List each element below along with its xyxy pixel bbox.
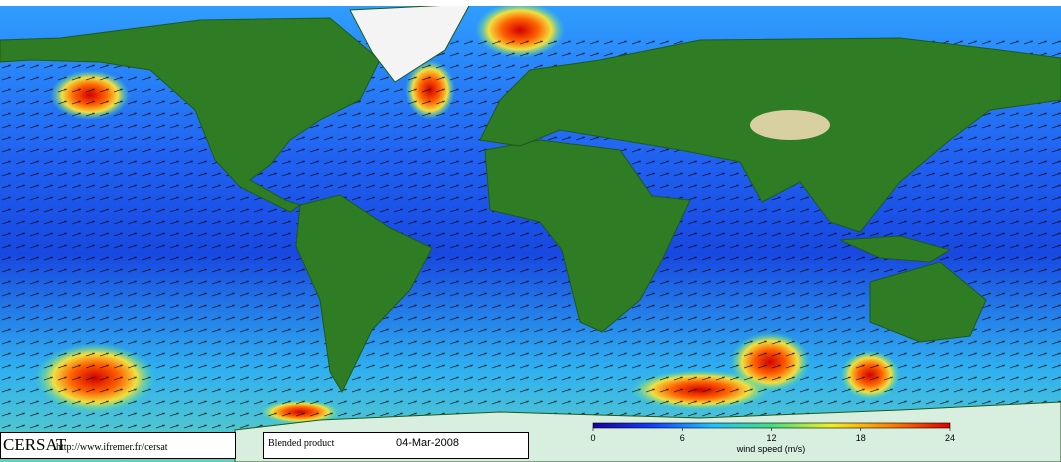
colorbar-tick-label: 24 (945, 433, 955, 443)
footer: CERSAT http://www.ifremer.fr/cersat Blen… (0, 432, 529, 459)
logo-box (0, 432, 236, 459)
plateau (750, 110, 830, 140)
colorbar-scale (592, 422, 951, 429)
colorbar-tick-label: 18 (856, 433, 866, 443)
product-box (263, 432, 529, 459)
top-edge (0, 0, 1061, 6)
product: Blended product (268, 438, 335, 449)
colorbar-label: wind speed (m/s) (736, 444, 806, 454)
colorbar-tick-label: 0 (590, 433, 595, 443)
date: 04-Mar-2008 (396, 437, 459, 449)
colorbar-tick-label: 12 (766, 433, 776, 443)
colorbar: wind speed (m/s) 0 6 12 18 24 (590, 422, 955, 454)
colorbar-tick-label: 6 (680, 433, 685, 443)
logo: CERSAT (3, 435, 67, 454)
url: http://www.ifremer.fr/cersat (56, 442, 168, 453)
